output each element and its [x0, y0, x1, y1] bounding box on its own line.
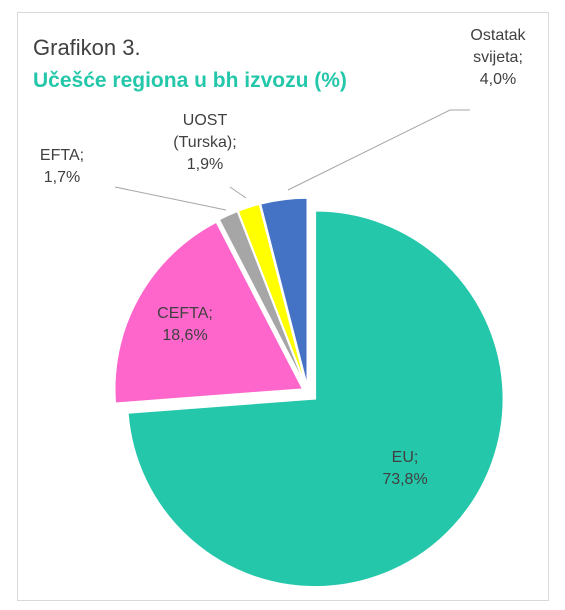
leader-line [229, 186, 247, 199]
slice-label: EFTA; [40, 147, 84, 164]
slice-value-label: 1,7% [44, 169, 80, 186]
chart-subtitle: Učešće regiona u bh izvozu (%) [33, 69, 347, 92]
chart-title: Grafikon 3. [33, 35, 141, 60]
slice-value-label: 1,9% [187, 156, 223, 173]
slice-label-line: Ostatak [470, 27, 526, 44]
pie-slice [127, 210, 505, 588]
slice-value-label: 73,8% [382, 471, 427, 488]
slice-label: UOST (Turska); [173, 112, 236, 151]
slice-label-line: UOST [183, 112, 228, 129]
slice-label: Ostatak svijeta; [470, 27, 526, 66]
slice-label-line: EU; [392, 449, 419, 466]
pie-slice [237, 203, 307, 387]
slice-label-line: svijeta; [473, 49, 523, 66]
slice-label-line: CEFTA; [157, 305, 213, 322]
slice-label-line: (Turska); [173, 134, 236, 151]
leader-line [114, 186, 227, 211]
slice-label: EU; [392, 449, 419, 466]
pie-slice [259, 197, 308, 387]
slice-label: CEFTA; [157, 305, 213, 322]
leader-line [287, 109, 470, 191]
slice-value-label: 18,6% [162, 327, 207, 344]
slice-value-label: 4,0% [480, 71, 516, 88]
pie-slice [114, 221, 304, 405]
slice-label-line: EFTA; [40, 147, 84, 164]
